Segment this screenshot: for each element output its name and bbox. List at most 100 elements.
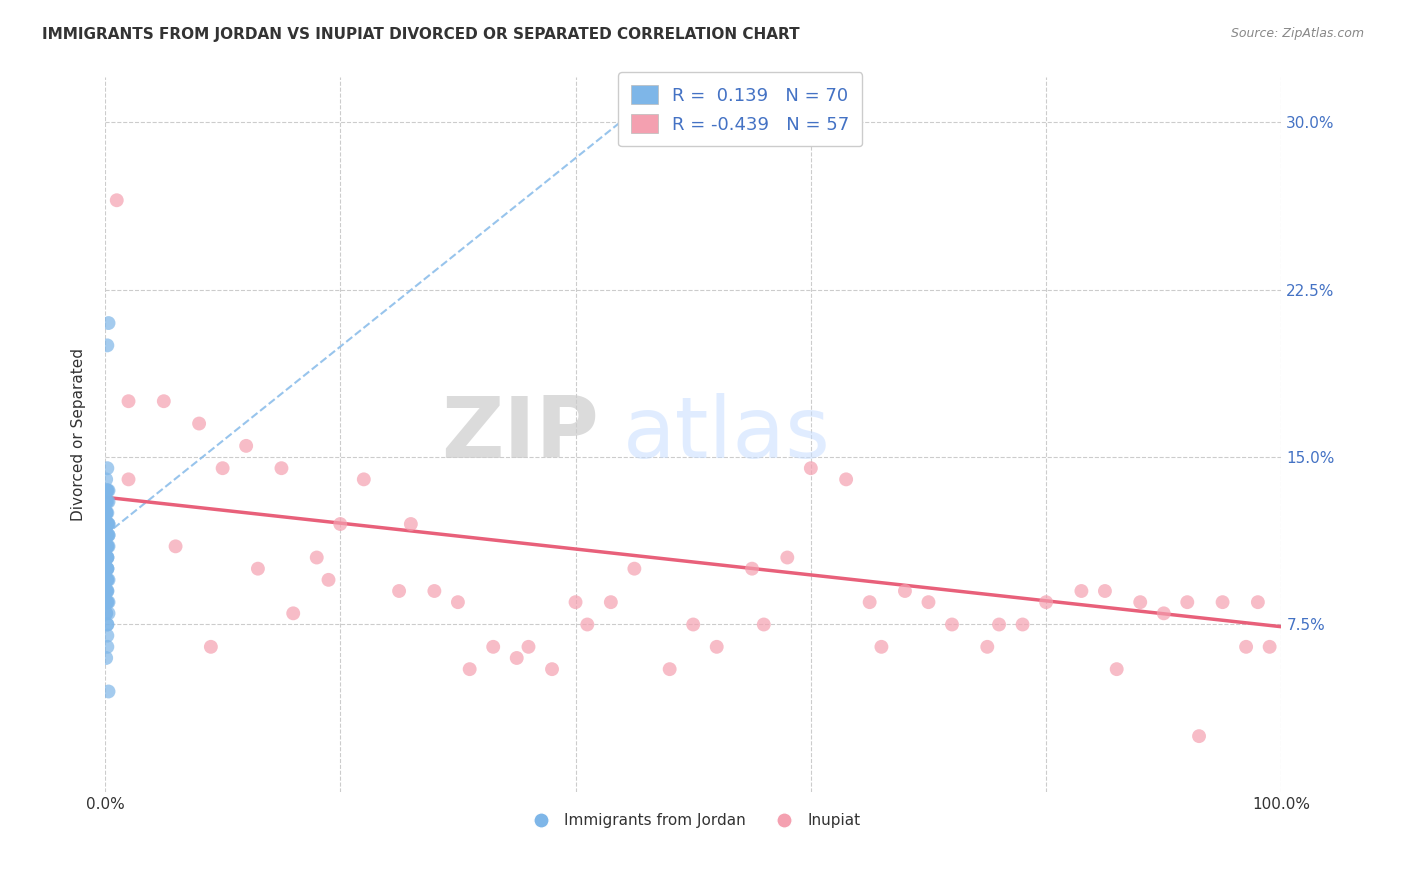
Point (96, 483, 118, 498)
Point (96, 516, 118, 531)
Point (541, 662, 564, 676)
Point (835, 472, 858, 486)
Point (270, 461, 292, 475)
Point (96, 562, 118, 576)
Point (96, 562, 118, 576)
Y-axis label: Divorced or Separated: Divorced or Separated (72, 348, 86, 521)
Point (96, 629, 118, 643)
Point (117, 394, 139, 409)
Point (211, 461, 233, 475)
Point (800, 461, 823, 475)
Point (318, 573, 340, 587)
Point (96, 494, 118, 508)
Point (1258, 640, 1281, 654)
Point (96, 607, 118, 621)
Point (96, 516, 118, 531)
Point (235, 439, 257, 453)
Point (96, 584, 118, 599)
Point (599, 595, 621, 609)
Point (96, 651, 118, 665)
Point (741, 562, 763, 576)
Point (1105, 662, 1128, 676)
Point (894, 584, 917, 599)
Point (96, 506, 118, 520)
Point (97, 516, 120, 531)
Point (96, 607, 118, 621)
Point (96, 472, 118, 486)
Point (859, 595, 882, 609)
Point (388, 584, 411, 599)
Point (97, 607, 120, 621)
Point (97, 595, 120, 609)
Point (353, 472, 375, 486)
Point (1212, 595, 1234, 609)
Point (447, 595, 470, 609)
Point (1035, 595, 1057, 609)
Point (96, 494, 118, 508)
Point (96, 584, 118, 599)
Point (399, 516, 422, 531)
Point (97, 483, 120, 498)
Text: Source: ZipAtlas.com: Source: ZipAtlas.com (1230, 27, 1364, 40)
Point (97, 316, 120, 330)
Point (97, 528, 120, 542)
Point (96, 562, 118, 576)
Point (96, 595, 118, 609)
Point (96, 338, 118, 352)
Point (96, 539, 118, 553)
Point (96, 516, 118, 531)
Point (96, 640, 118, 654)
Point (96, 483, 118, 498)
Point (246, 562, 269, 576)
Point (96, 539, 118, 553)
Point (105, 193, 128, 207)
Point (96, 516, 118, 531)
Point (96, 562, 118, 576)
Point (706, 640, 728, 654)
Point (682, 617, 704, 632)
Point (96, 550, 118, 565)
Point (96, 562, 118, 576)
Text: ZIP: ZIP (441, 393, 599, 476)
Point (1153, 607, 1175, 621)
Point (96, 573, 118, 587)
Point (1175, 595, 1198, 609)
Point (1234, 640, 1257, 654)
Point (97, 516, 120, 531)
Point (96, 483, 118, 498)
Point (305, 550, 328, 565)
Point (96, 528, 118, 542)
Text: IMMIGRANTS FROM JORDAN VS INUPIAT DIVORCED OR SEPARATED CORRELATION CHART: IMMIGRANTS FROM JORDAN VS INUPIAT DIVORC… (42, 27, 800, 42)
Point (976, 640, 998, 654)
Point (1094, 584, 1116, 599)
Point (96, 528, 118, 542)
Point (329, 516, 352, 531)
Point (96, 573, 118, 587)
Point (96, 483, 118, 498)
Point (988, 617, 1011, 632)
Point (1247, 595, 1270, 609)
Point (1129, 595, 1152, 609)
Point (576, 617, 599, 632)
Point (96, 539, 118, 553)
Point (117, 472, 139, 486)
Point (96, 550, 118, 565)
Point (97, 494, 120, 508)
Point (96, 461, 118, 475)
Point (917, 595, 939, 609)
Point (941, 617, 963, 632)
Point (96, 617, 118, 632)
Point (96, 539, 118, 553)
Point (200, 640, 222, 654)
Point (96, 506, 118, 520)
Point (97, 684, 120, 698)
Point (96, 573, 118, 587)
Point (96, 550, 118, 565)
Point (96, 528, 118, 542)
Point (165, 539, 187, 553)
Point (1070, 584, 1092, 599)
Point (97, 573, 120, 587)
Point (96, 595, 118, 609)
Point (96, 550, 118, 565)
Point (96, 506, 118, 520)
